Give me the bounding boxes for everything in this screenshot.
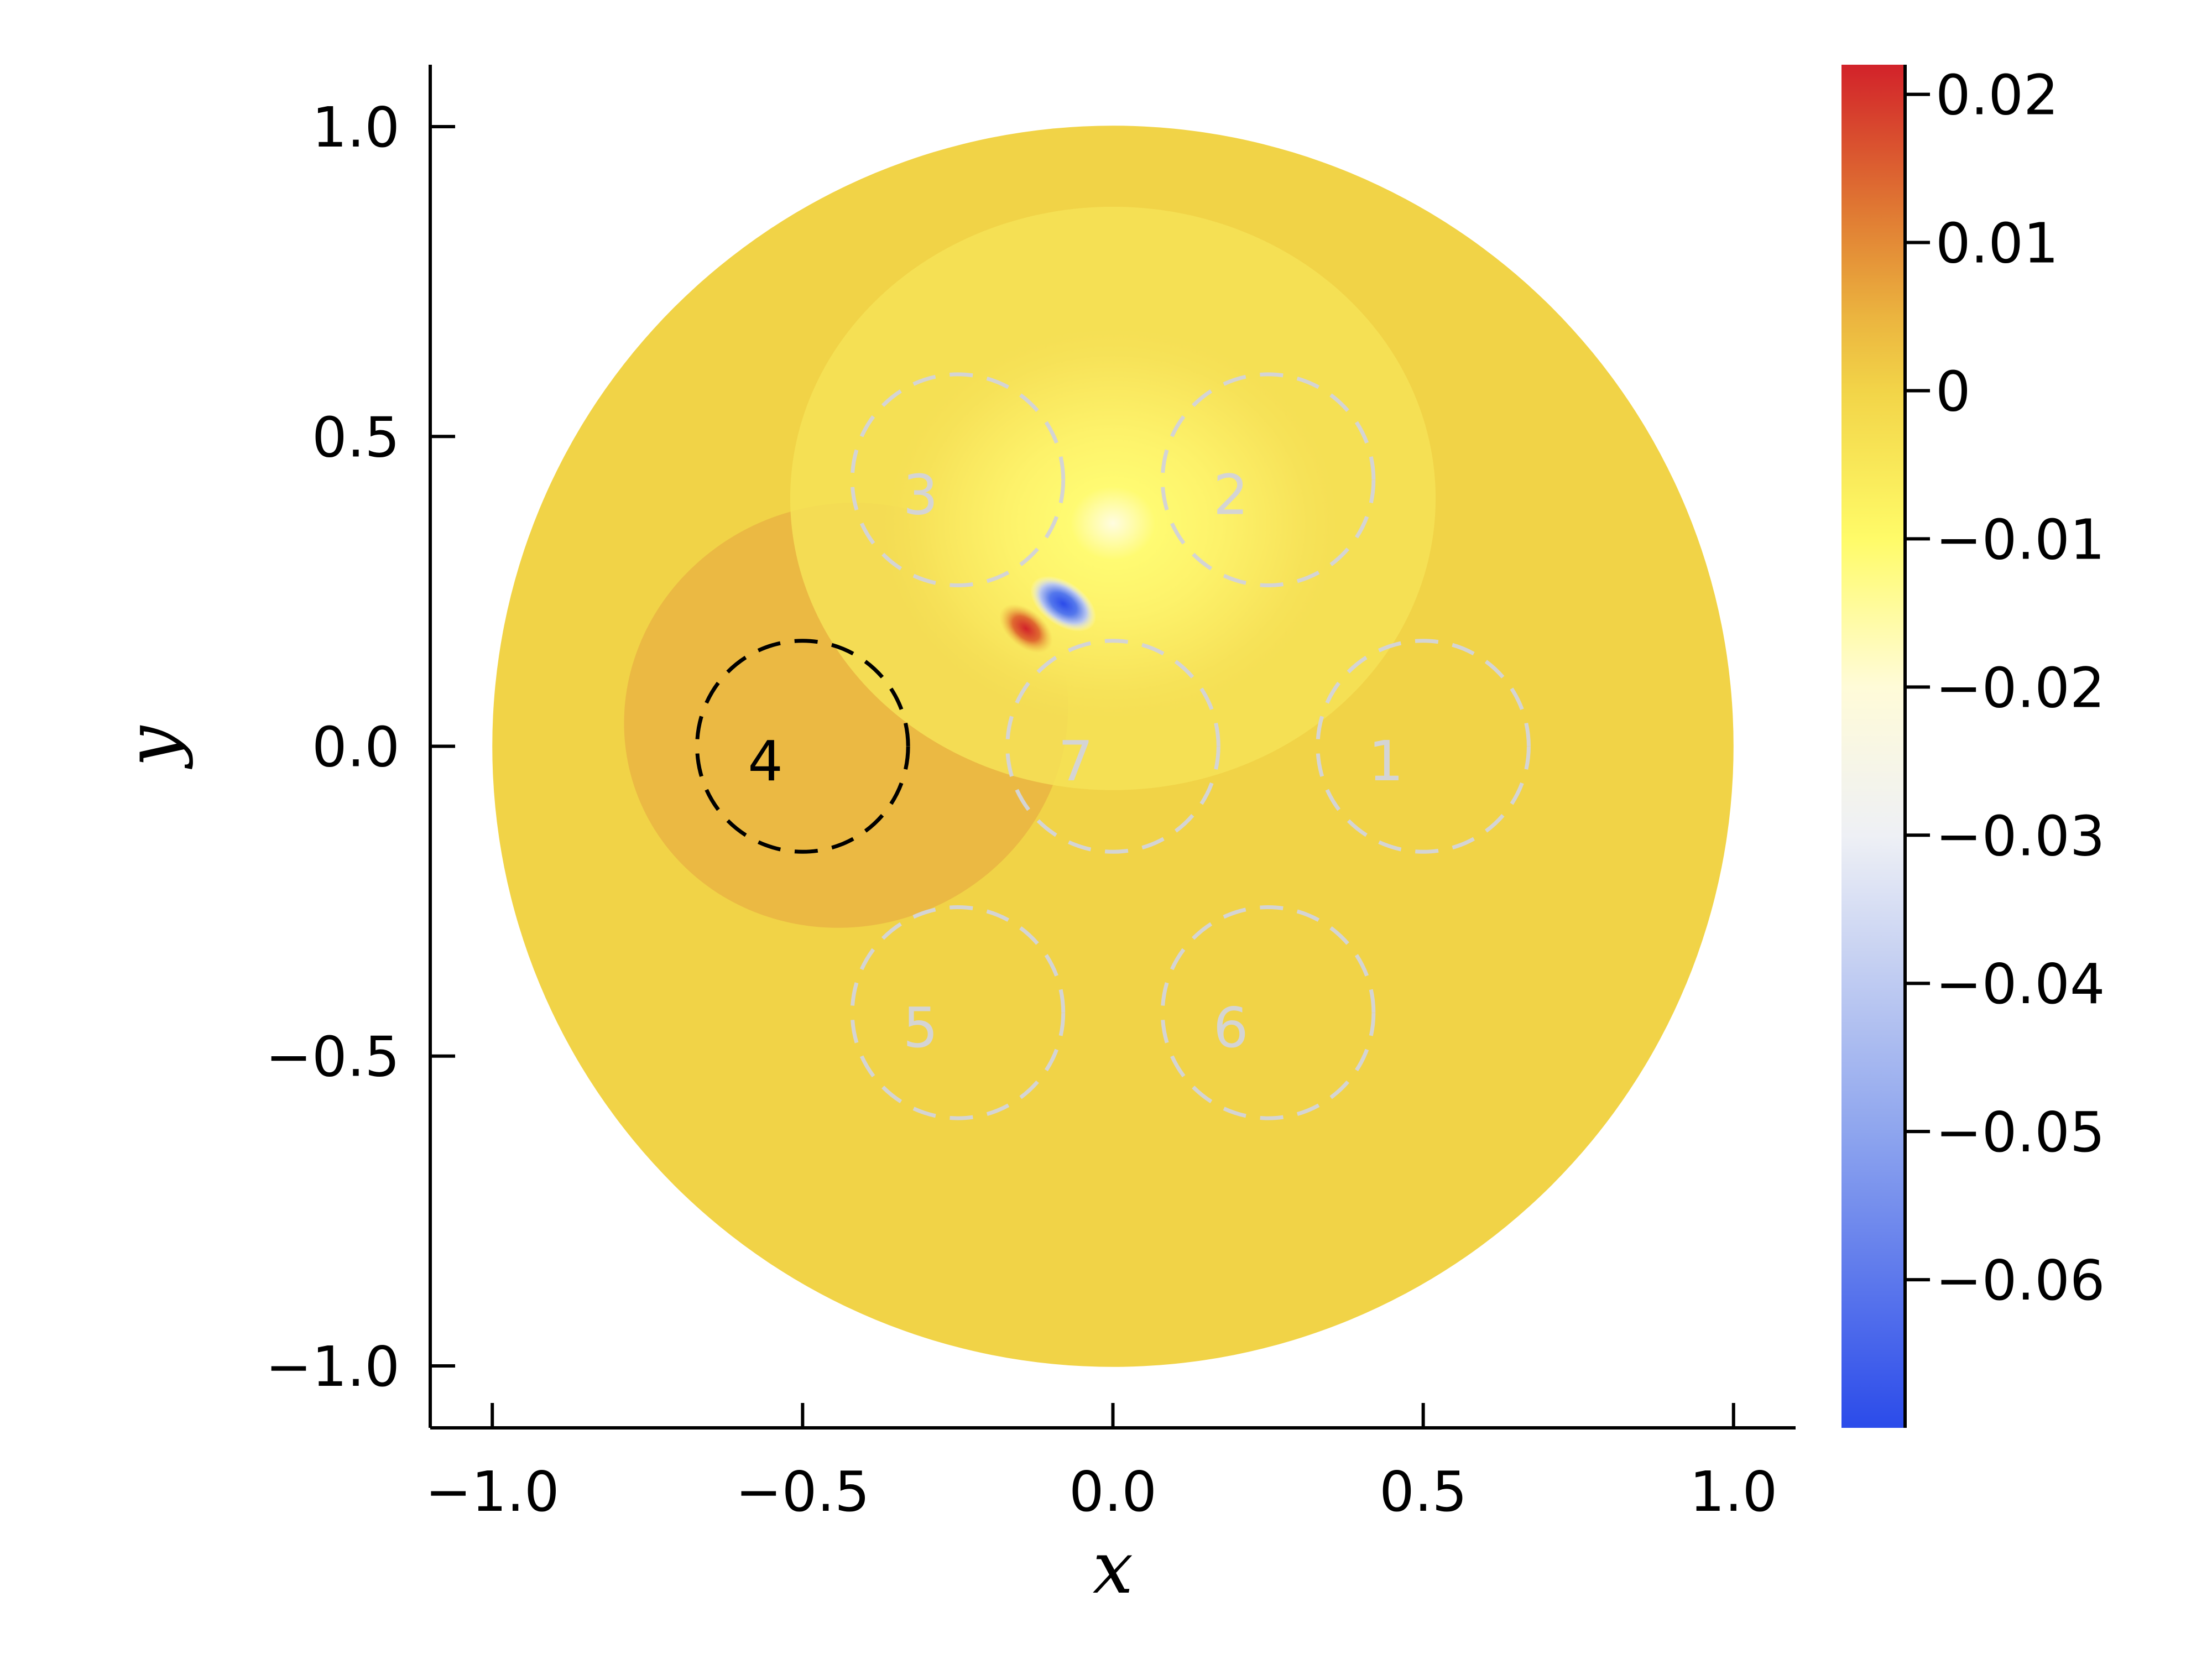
x-axis-label: x [1093,1526,1133,1610]
positive-spike [999,604,1053,653]
x-tick-label: −0.5 [735,1459,870,1524]
field-features [624,206,1436,928]
x-tick-label: 1.0 [1689,1459,1777,1524]
inclusion-label-7: 7 [1058,729,1093,794]
y-axis-label: y [110,725,194,769]
inclusion-circle-4 [695,639,910,854]
inclusion-circles: 1 2 3 4 5 6 7 [695,372,1531,1120]
inclusion-label-4: 4 [748,729,783,794]
colorbar-tick-label: −0.03 [1936,804,2105,868]
negative-spike [1030,576,1097,632]
inclusion-label-2: 2 [1213,462,1249,527]
axes: −1.0 −0.5 0.0 0.5 1.0 −1.0 −0.5 0.0 0.5 1.0 x y [110,65,1796,1610]
inclusion-circle-7 [1005,639,1220,854]
colorbar-tick-label: 0.01 [1936,211,2059,276]
colorbar-tick-label: −0.01 [1936,507,2105,572]
inclusion-circle-6 [1160,905,1376,1120]
contour-field [492,126,1734,1367]
colorbar-tick-label: −0.06 [1936,1248,2105,1313]
inclusion-circle-2 [1160,372,1376,587]
y-tick-label: 0.5 [312,405,400,469]
colorbar-bar [1841,65,1905,1428]
colorbar-tick-label: 0 [1936,359,1971,424]
inclusion-circle-3 [850,372,1066,587]
inclusion-label-1: 1 [1368,729,1404,794]
x-tick-label: −1.0 [425,1459,560,1524]
colorbar-tick-label: −0.04 [1936,952,2105,1016]
y-tick-label: −0.5 [265,1025,400,1089]
colorbar-tick-label: −0.05 [1936,1100,2105,1165]
x-tick-label: 0.5 [1379,1459,1467,1524]
x-tick-label: 0.0 [1069,1459,1157,1524]
y-tick-label: −1.0 [265,1334,400,1399]
inclusion-label-6: 6 [1213,995,1249,1060]
colorbar-tick-label: −0.02 [1936,655,2105,720]
inclusion-circle-5 [850,905,1066,1120]
negative-lobe-core [877,318,1349,728]
inclusion-circle-1 [1316,639,1531,854]
y-tick-label: 1.0 [312,95,400,160]
inclusion-label-3: 3 [903,462,938,527]
colorbar-tick-label: 0.02 [1936,63,2059,128]
y-tick-label: 0.0 [312,715,400,780]
colorbar: 0.02 0.01 0 −0.01 −0.02 −0.03 −0.04 −0.05 −0.06 [1841,63,2105,1428]
inclusion-label-5: 5 [903,995,938,1060]
